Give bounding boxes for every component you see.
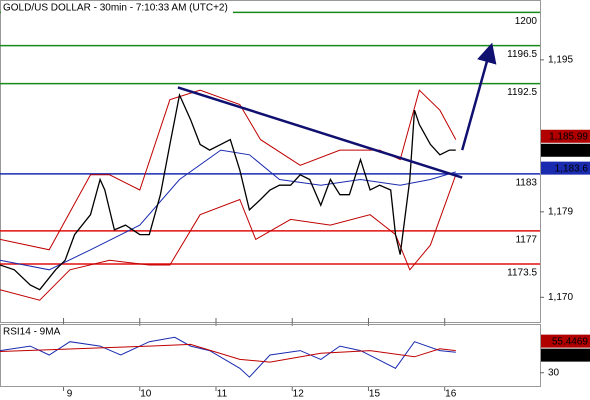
title-bg [1, 1, 233, 14]
price-tag-label: 49.8538 [552, 350, 589, 361]
level-label: 1183 [515, 177, 537, 188]
series-line [0, 336, 456, 378]
x-tick-label: 10 [140, 389, 152, 400]
x-tick-label: 16 [445, 389, 457, 400]
level-label: 1173.5 [507, 268, 537, 279]
series-line [0, 343, 456, 363]
price-tag [541, 143, 590, 157]
price-tag [541, 334, 590, 348]
series-line [0, 89, 457, 251]
chart-title: GOLD/US DOLLAR - 30min - 7:10:33 AM (UTC… [3, 3, 228, 14]
title-bg [1, 325, 71, 338]
price-tag-label: 55.4469 [552, 336, 589, 347]
series-line [0, 92, 456, 291]
price-tag-label: 1,183.6 [555, 163, 589, 174]
price-tag-label: 1,185.48 [549, 145, 588, 156]
plot-frame [0, 0, 541, 323]
chart-title: RSI14 - 9MA [3, 327, 61, 338]
y-tick-label: 1,195 [548, 54, 573, 65]
series-line [0, 149, 456, 271]
x-tick-label: 15 [369, 389, 381, 400]
plot-frame [0, 324, 541, 387]
y-tick-label: 1,170 [548, 292, 573, 303]
y-tick-label: 1,179 [548, 206, 573, 217]
level-label: 1196.5 [507, 49, 537, 60]
price-tag-label: 1,185.99 [549, 131, 588, 142]
y-tick-label: 30 [548, 367, 560, 378]
level-label: 1177 [515, 234, 537, 245]
x-tick-label: 11 [217, 389, 228, 400]
price-tag [541, 161, 590, 175]
price-tag [541, 348, 590, 362]
price-tag [541, 129, 590, 143]
series-line [0, 174, 457, 301]
level-label: 1200 [515, 16, 538, 27]
x-tick-label: 12 [293, 389, 305, 400]
x-tick-label: 9 [67, 389, 73, 400]
series-line [177, 86, 463, 179]
level-label: 1192.5 [507, 87, 537, 98]
arrow [460, 42, 497, 151]
